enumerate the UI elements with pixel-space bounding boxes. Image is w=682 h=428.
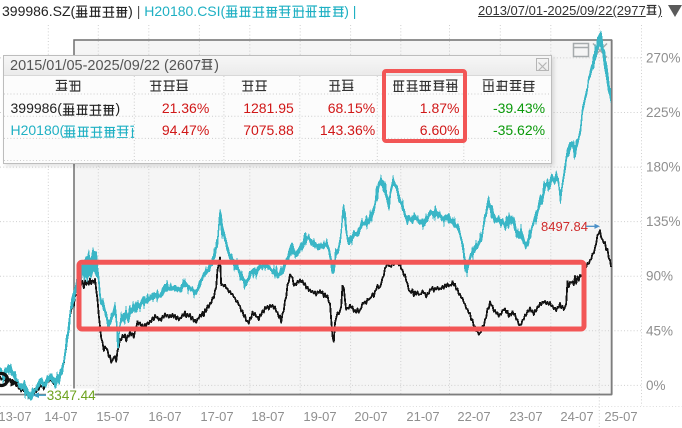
svg-text:17-07: 17-07: [200, 409, 233, 424]
svg-text:19-07: 19-07: [303, 409, 336, 424]
svg-text:270%: 270%: [646, 50, 681, 65]
svg-text:15-07: 15-07: [96, 409, 129, 424]
svg-text:14-07: 14-07: [44, 409, 77, 424]
svg-text:0%: 0%: [646, 378, 666, 393]
svg-text:20-07: 20-07: [354, 409, 387, 424]
svg-text:90%: 90%: [646, 269, 673, 284]
svg-text:45%: 45%: [646, 323, 673, 338]
svg-text:18-07: 18-07: [251, 409, 284, 424]
svg-text:8497.84: 8497.84: [541, 219, 588, 234]
svg-text:13-07: 13-07: [0, 409, 32, 424]
svg-text:16-07: 16-07: [148, 409, 181, 424]
svg-text:21-07: 21-07: [406, 409, 439, 424]
svg-text:225%: 225%: [646, 105, 681, 120]
svg-text:3347.44: 3347.44: [47, 388, 96, 403]
svg-text:25-07: 25-07: [604, 409, 637, 424]
svg-text:180%: 180%: [646, 160, 681, 175]
svg-text:135%: 135%: [646, 214, 681, 229]
svg-text:23-07: 23-07: [509, 409, 542, 424]
svg-text:24-07: 24-07: [560, 409, 593, 424]
svg-text:22-07: 22-07: [457, 409, 490, 424]
